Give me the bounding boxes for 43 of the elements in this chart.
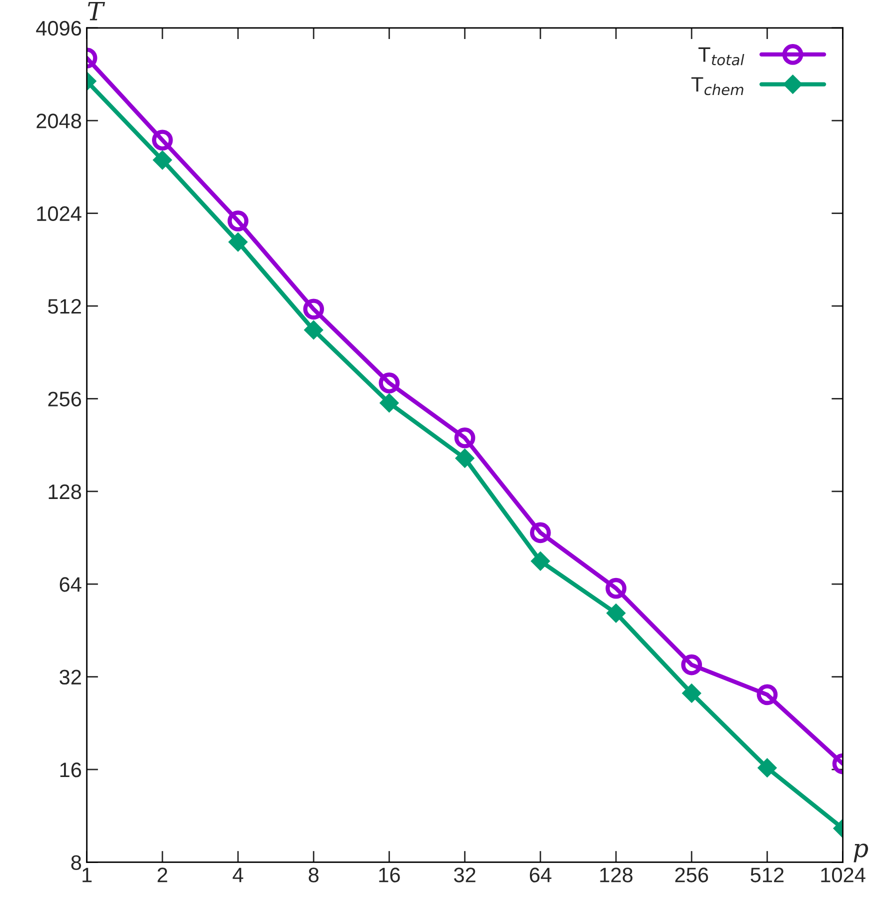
point — [228, 232, 248, 252]
point — [303, 298, 324, 320]
point — [606, 604, 626, 623]
point — [455, 448, 474, 468]
point — [228, 210, 248, 232]
legend-label: T$_{chem}$ — [691, 77, 744, 96]
y-tick-label: 256 — [48, 392, 82, 406]
y-tick-label: 128 — [48, 484, 82, 500]
point — [682, 684, 702, 703]
point — [378, 372, 400, 394]
x-axis-title: p — [854, 844, 868, 862]
y-tick-label: 32 — [60, 670, 81, 685]
x-tick-label: 1 — [82, 868, 92, 882]
point — [454, 427, 476, 448]
x-tick-label: 32 — [454, 868, 476, 882]
point — [380, 393, 399, 412]
x-tick-label: 16 — [379, 868, 400, 882]
legend-label: T$_{total}$ — [698, 47, 744, 66]
y-tick-label: 16 — [60, 762, 82, 778]
y-tick-label: 512 — [48, 299, 81, 314]
y-tick-label: 64 — [60, 577, 82, 592]
x-tick-label: 128 — [600, 868, 632, 882]
point — [681, 654, 702, 676]
point — [152, 150, 172, 170]
y-tick-label: 4096 — [36, 20, 82, 36]
point — [606, 578, 626, 599]
y-tick-label: 2048 — [36, 114, 82, 128]
x-tick-label: 64 — [530, 868, 552, 882]
point — [152, 130, 173, 151]
x-tick-label: 8 — [308, 868, 319, 882]
point — [758, 758, 777, 778]
y-tick-label: 8 — [71, 855, 82, 870]
x-tick-label: 512 — [750, 868, 784, 882]
point — [530, 522, 551, 544]
point — [530, 552, 550, 571]
y-tick-label: 1024 — [37, 206, 82, 222]
point — [756, 684, 778, 706]
x-tick-label: 4 — [232, 868, 244, 882]
x-tick-label: 2 — [158, 868, 168, 882]
y-axis-title: T — [88, 2, 106, 20]
x-tick-label: 1024 — [821, 868, 866, 882]
x-tick-label: 256 — [675, 868, 708, 882]
point — [304, 320, 324, 340]
